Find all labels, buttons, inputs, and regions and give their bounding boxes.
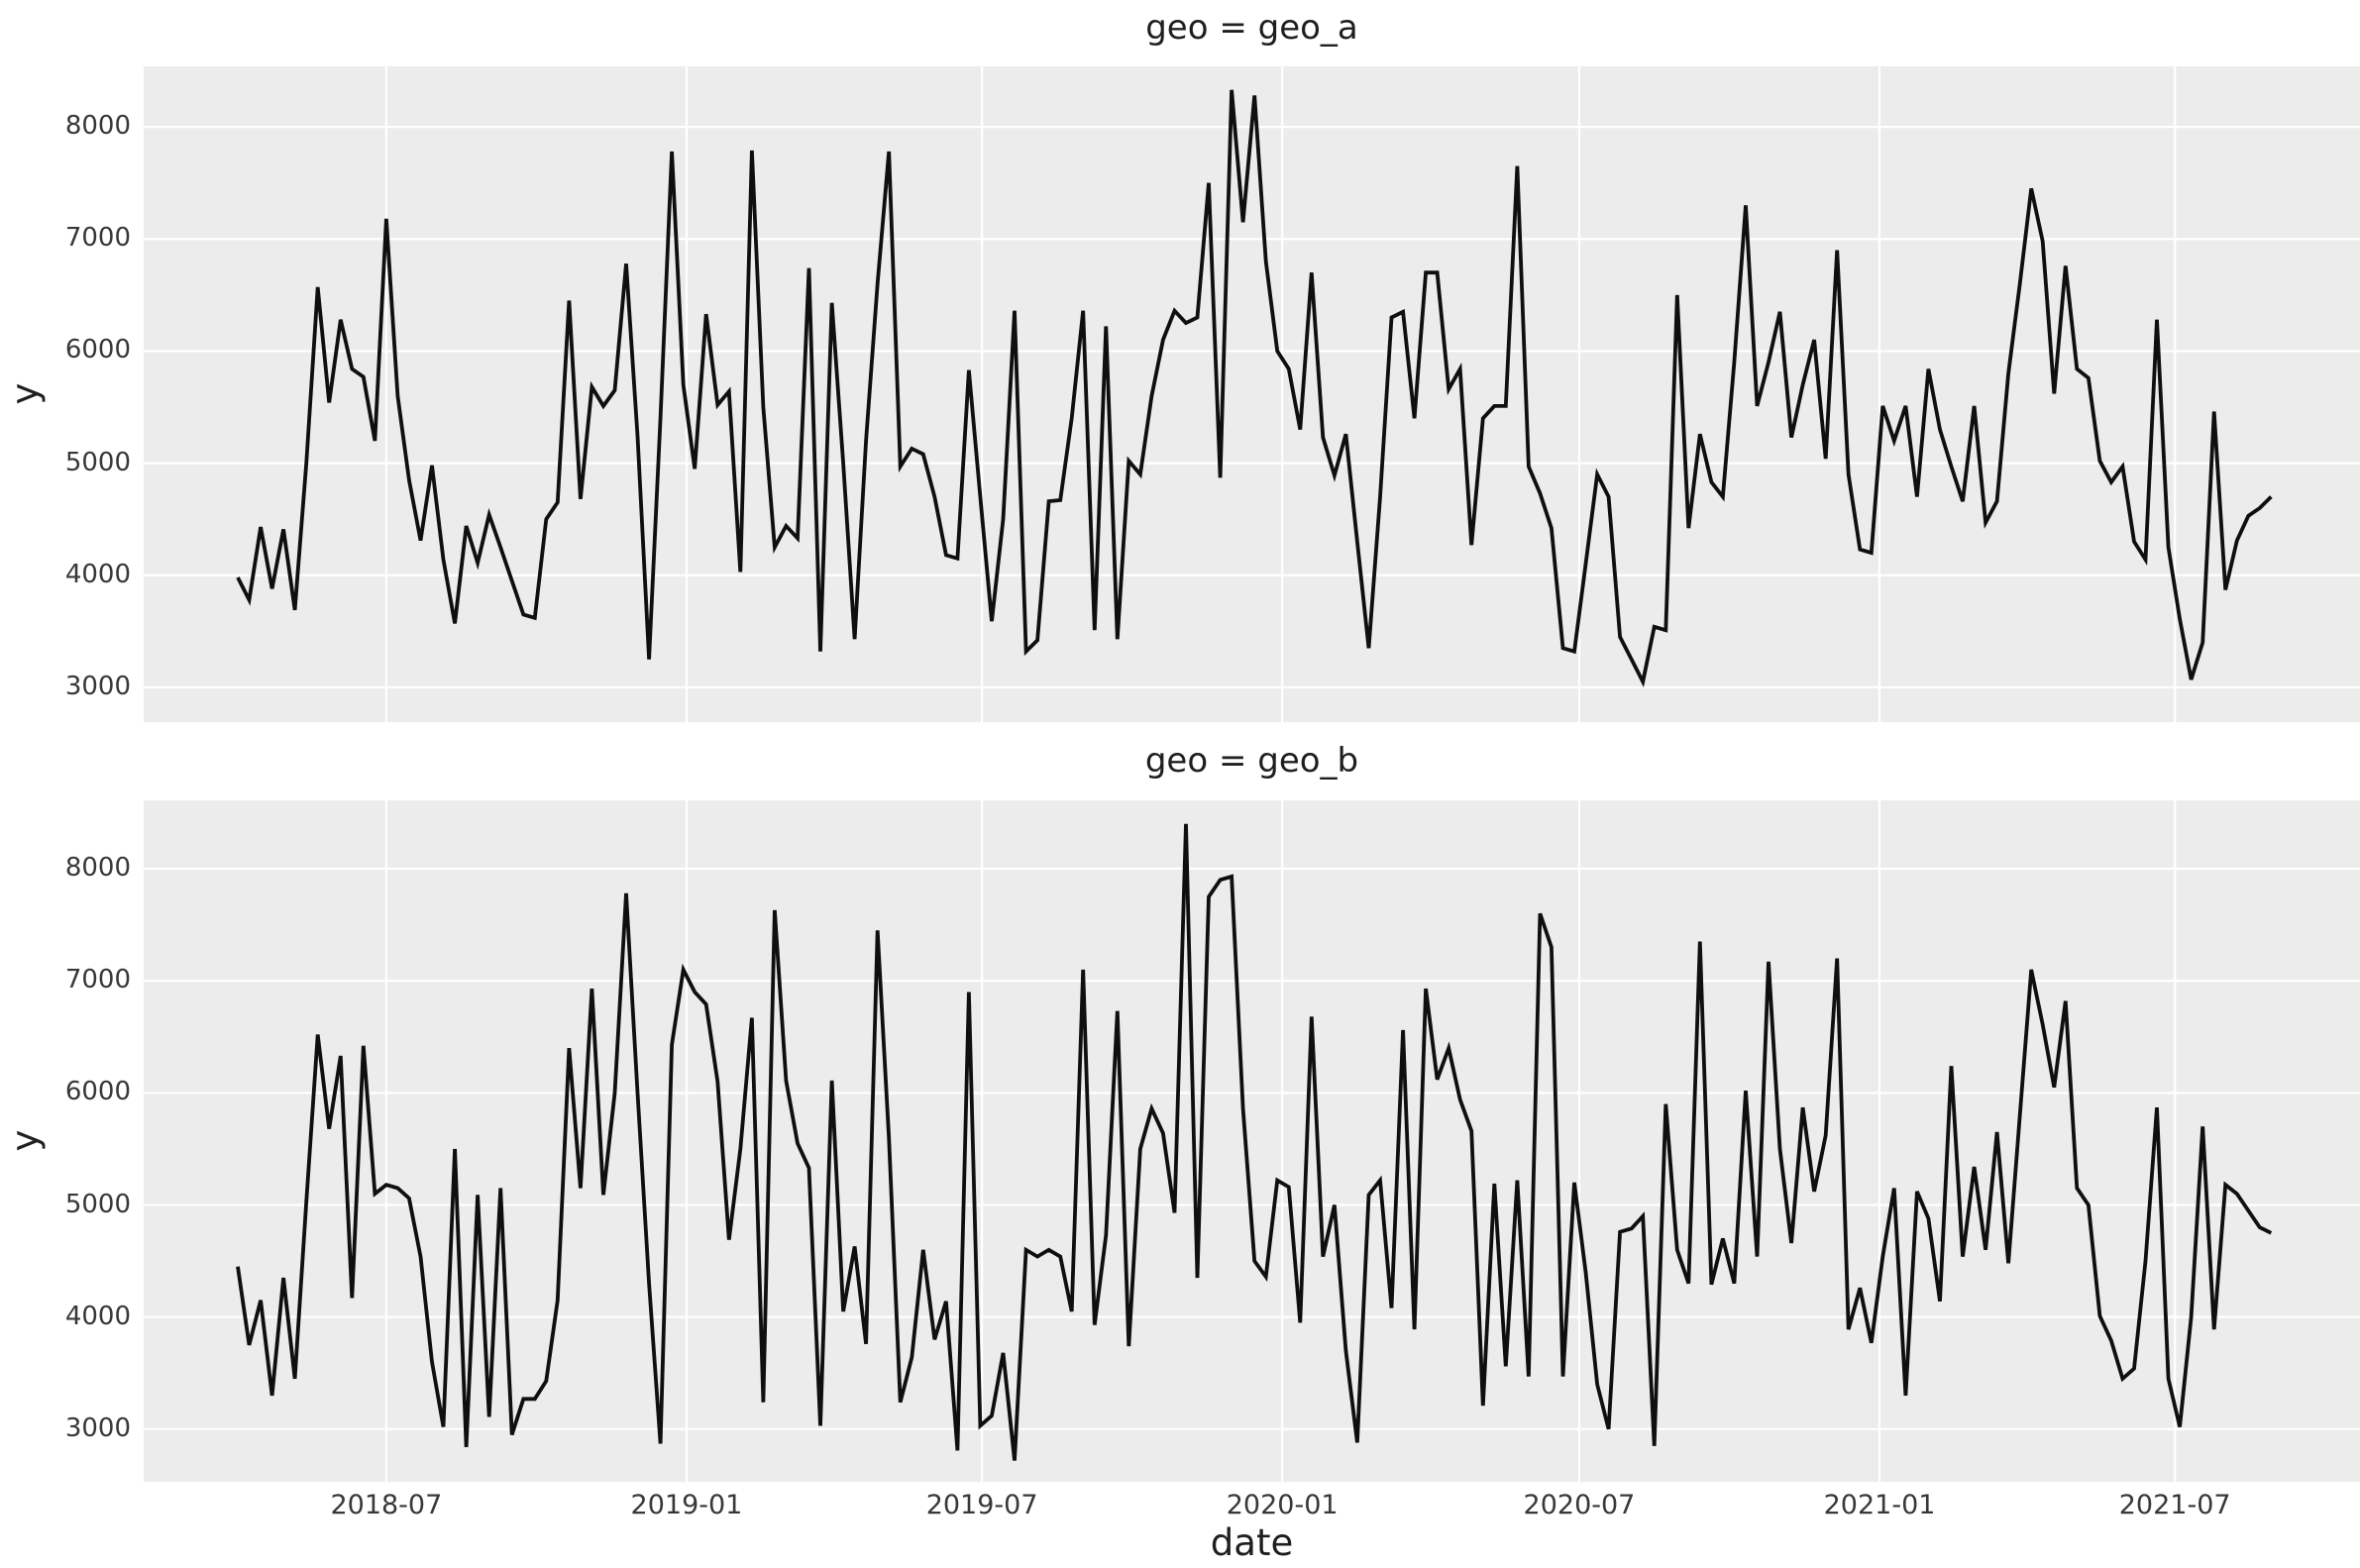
geo_b-ytick-6000: 6000 <box>64 1077 131 1107</box>
geo_b-ytick-3000: 3000 <box>64 1412 131 1443</box>
geo_a-ytick-5000: 5000 <box>64 447 131 477</box>
geo_a-svg <box>144 66 2360 722</box>
x-axis-label: date <box>1210 1521 1294 1564</box>
geo_b-svg <box>144 800 2360 1482</box>
geo_b-line <box>236 823 2273 1461</box>
geo_a-ytick-8000: 8000 <box>64 111 131 142</box>
xtick-2021-01: 2021-01 <box>1823 1490 1936 1520</box>
geo_b-ytick-5000: 5000 <box>64 1189 131 1219</box>
xtick-2018-07: 2018-07 <box>330 1490 443 1520</box>
xtick-2021-07: 2021-07 <box>2118 1490 2231 1520</box>
facet-b-title: geo = geo_b <box>1144 741 1359 781</box>
geo_b-ytick-7000: 7000 <box>64 965 131 995</box>
geo_a-ytick-7000: 7000 <box>64 223 131 254</box>
geo_a-ytick-6000: 6000 <box>64 335 131 366</box>
geo_a-ytick-4000: 4000 <box>64 559 131 589</box>
xtick-2020-01: 2020-01 <box>1226 1490 1339 1520</box>
facet-a-title: geo = geo_a <box>1145 8 1358 48</box>
xtick-2020-07: 2020-07 <box>1523 1490 1636 1520</box>
geo_b-ytick-8000: 8000 <box>64 853 131 884</box>
geo_a-ytick-3000: 3000 <box>64 671 131 701</box>
xtick-2019-07: 2019-07 <box>925 1490 1038 1520</box>
geo_b-ytick-4000: 4000 <box>64 1301 131 1331</box>
facet-a-plot-area <box>144 66 2360 722</box>
y-axis-label-top: y <box>3 382 47 405</box>
facet-b-plot-area <box>144 800 2360 1482</box>
xtick-2019-01: 2019-01 <box>630 1490 743 1520</box>
y-axis-label-bottom: y <box>3 1129 47 1152</box>
geo_a-line <box>236 89 2273 688</box>
